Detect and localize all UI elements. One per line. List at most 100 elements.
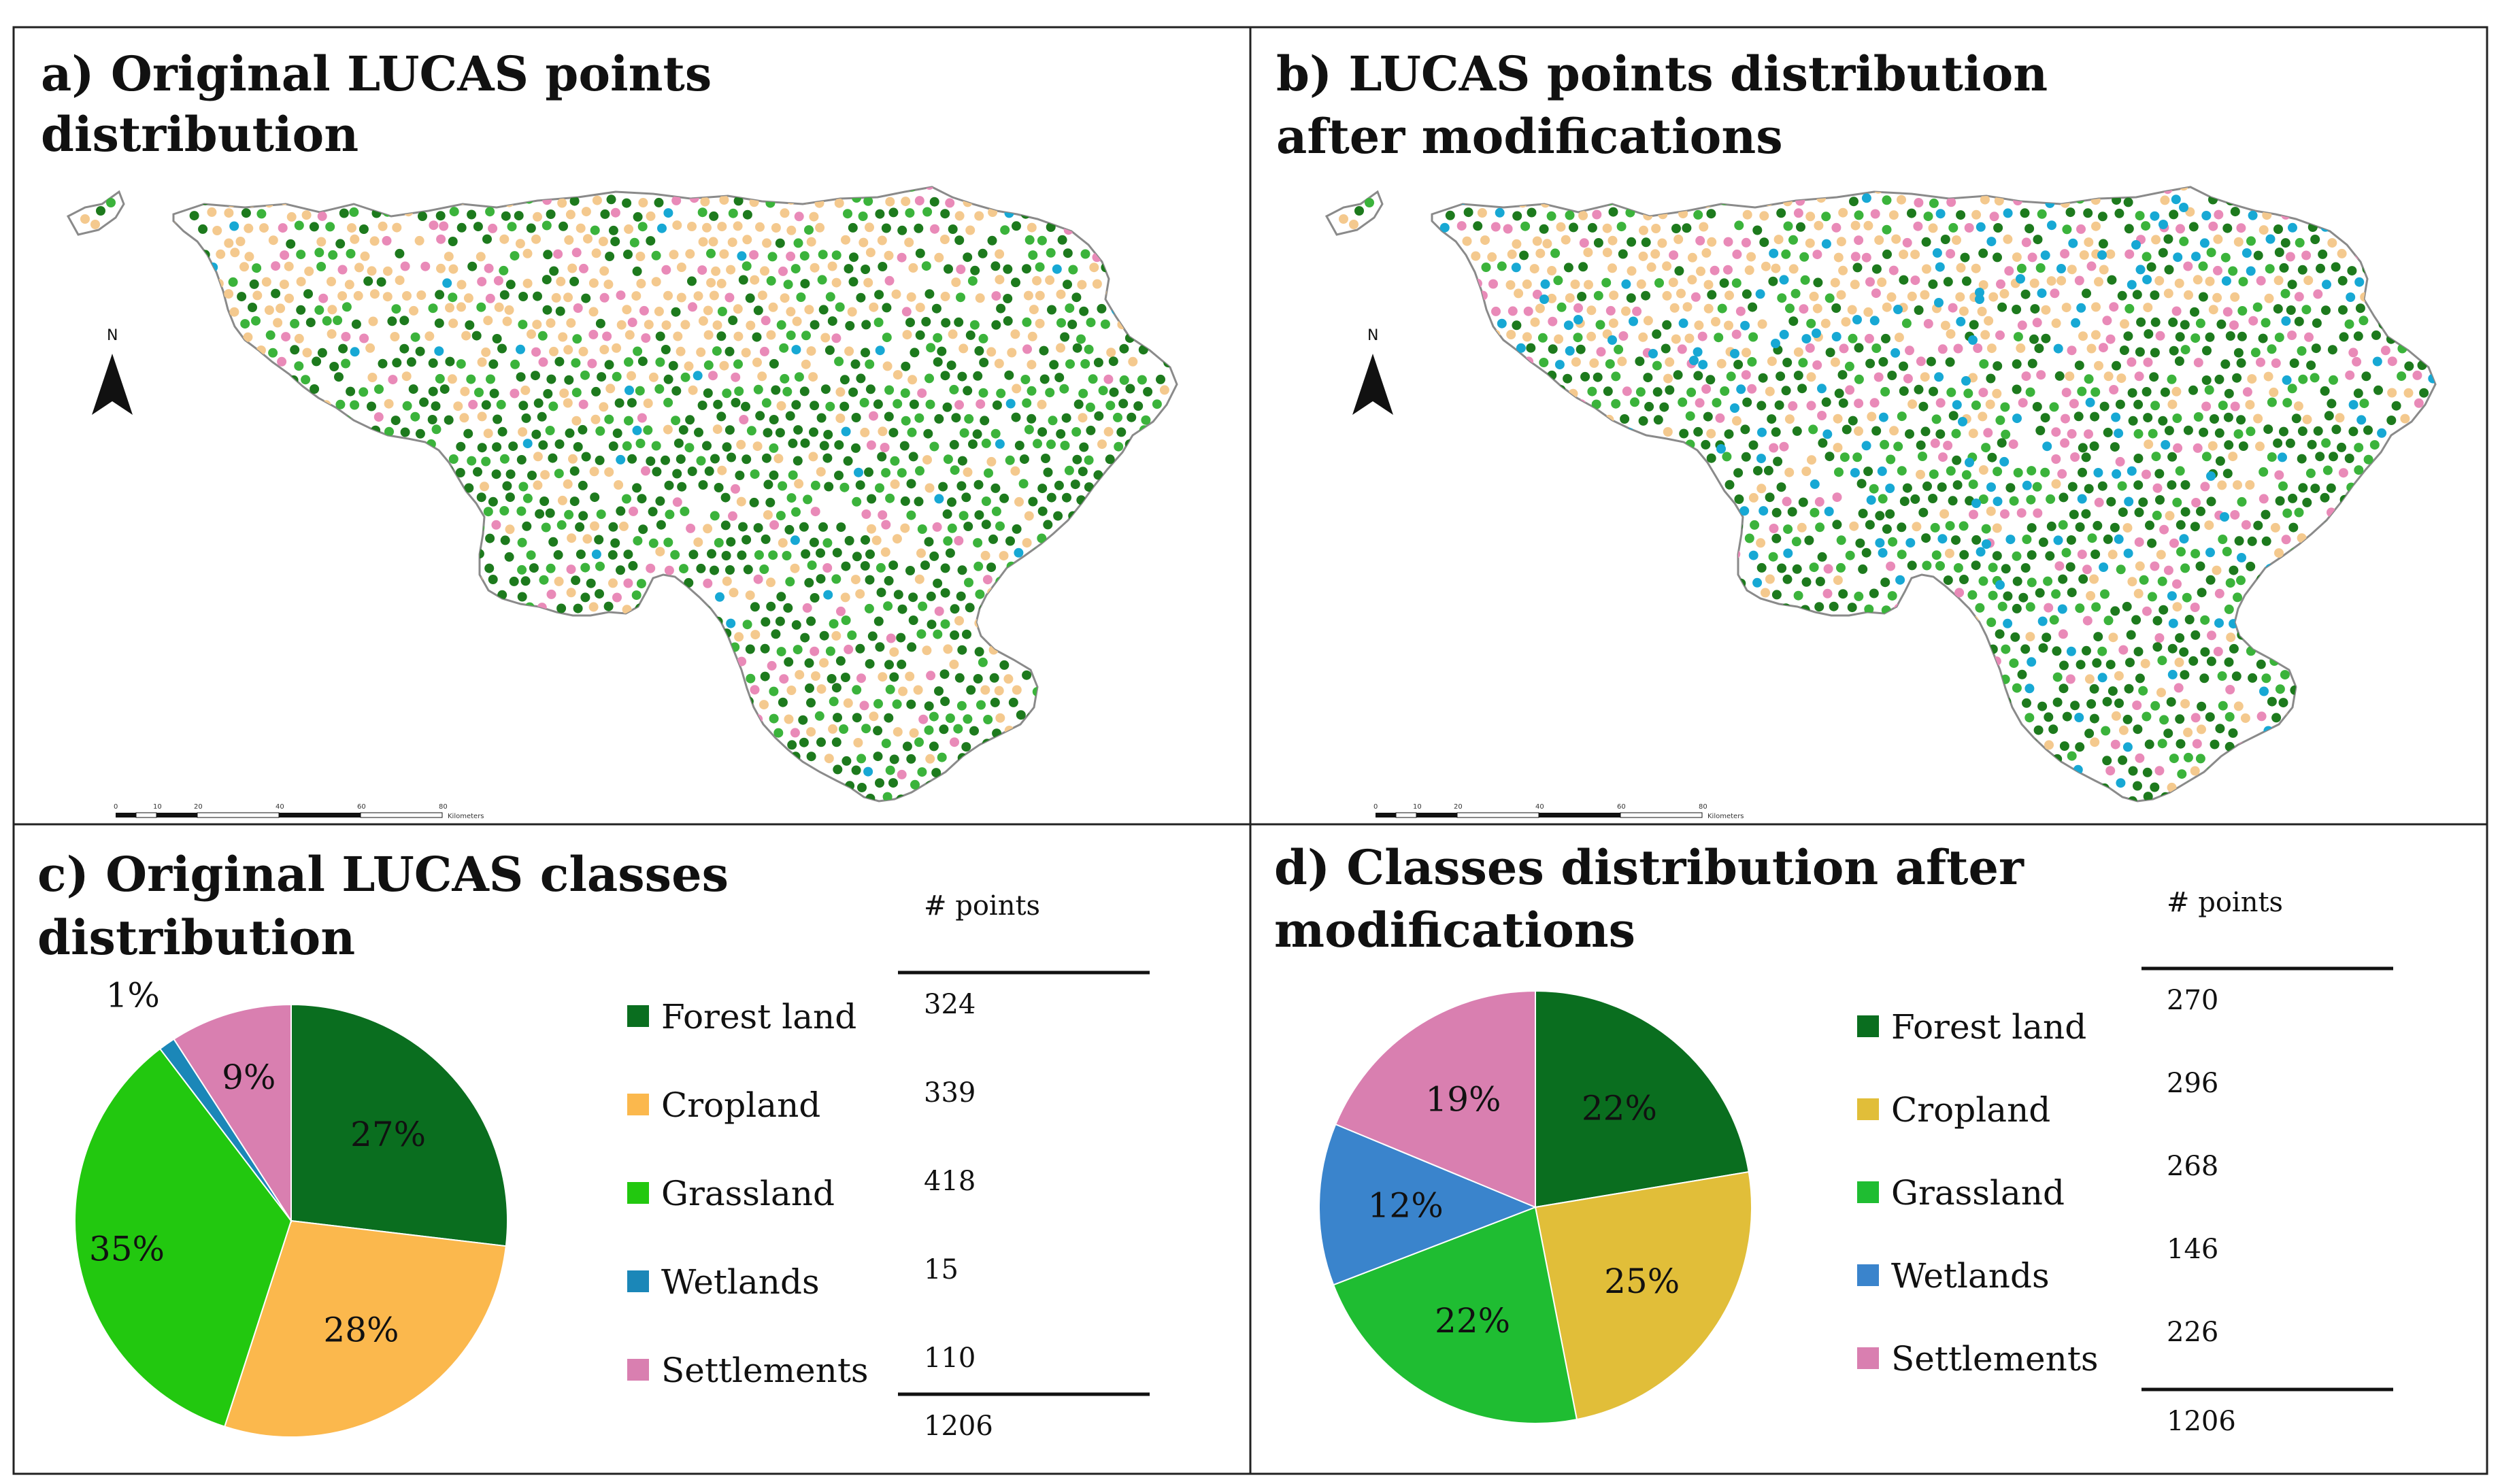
map-point [981, 496, 991, 506]
map-point [549, 346, 559, 356]
map-point [2233, 429, 2244, 439]
map-point [822, 453, 833, 463]
map-point [2012, 359, 2022, 369]
map-point [569, 496, 580, 507]
map-point [858, 212, 868, 221]
map-point [328, 250, 338, 260]
map-point [2141, 387, 2152, 397]
map-point [787, 740, 797, 750]
map-point [2105, 334, 2116, 344]
map-point [2038, 643, 2048, 653]
map-point [716, 331, 727, 341]
map-point [2141, 252, 2152, 262]
map-point [996, 388, 1006, 399]
map-point [1928, 223, 1938, 233]
map-point [851, 413, 861, 422]
map-point [1877, 466, 1887, 476]
map-point [1798, 497, 1808, 507]
map-point [1068, 265, 1078, 275]
map-point [1822, 429, 1833, 439]
map-point [1141, 415, 1151, 425]
map-point [631, 590, 641, 601]
map-point [2134, 537, 2144, 547]
map-point [1741, 452, 1751, 462]
map-point [1607, 235, 1618, 246]
map-point [2108, 633, 2118, 643]
map-point [1946, 387, 1956, 397]
map-point [1831, 222, 1841, 233]
map-point [1832, 520, 1842, 530]
map-point [1818, 438, 1828, 448]
map-point [557, 495, 567, 505]
map-point [2310, 484, 2320, 494]
map-point [2112, 360, 2121, 371]
map-point [1593, 290, 1603, 301]
map-point [753, 384, 763, 394]
map-point [2246, 561, 2256, 571]
map-point [2156, 688, 2166, 698]
map-point [2369, 440, 2380, 450]
map-point [2215, 724, 2225, 734]
map-point [1057, 235, 1067, 245]
map-point [1918, 452, 1927, 461]
map-point [434, 346, 444, 356]
map-point [1988, 590, 1998, 601]
map-point [733, 331, 744, 341]
map-point [947, 523, 957, 533]
map-point [1807, 455, 1816, 465]
map-point [2230, 401, 2240, 411]
map-point [2146, 262, 2156, 272]
map-point [383, 266, 393, 276]
map-point [945, 713, 955, 723]
map-point [702, 441, 712, 451]
map-point [1569, 222, 1578, 233]
map-point [890, 456, 900, 466]
map-point [2041, 633, 2052, 643]
map-point [1065, 359, 1075, 369]
map-point [1805, 212, 1816, 222]
map-point [485, 293, 495, 303]
map-point [654, 384, 665, 394]
map-point [1027, 386, 1037, 396]
map-point [2150, 317, 2161, 327]
map-point [1041, 454, 1050, 463]
map-point [2216, 319, 2227, 329]
map-point [1931, 414, 1941, 424]
map-point [1969, 320, 1979, 330]
map-point [1759, 211, 1769, 221]
map-point [1005, 455, 1015, 465]
map-point [876, 562, 886, 573]
map-point [916, 548, 926, 558]
map-point [2133, 480, 2144, 490]
map-point [2090, 330, 2101, 340]
map-point [1907, 291, 1917, 301]
map-point [2285, 252, 2295, 262]
map-point [2180, 320, 2190, 330]
map-point [1506, 330, 1516, 339]
map-point [2110, 739, 2120, 749]
map-point [2329, 452, 2338, 462]
map-point [900, 523, 910, 533]
map-point [1946, 329, 1956, 339]
map-point [2132, 701, 2142, 710]
map-point [2191, 498, 2201, 507]
panel-b-title-line2: after modifications [1276, 108, 1783, 165]
map-point [825, 401, 835, 411]
map-point [2337, 442, 2346, 452]
map-point [1693, 347, 1703, 357]
map-point [624, 224, 634, 234]
map-point [2089, 713, 2099, 724]
map-point [1733, 360, 1744, 369]
map-point [1962, 276, 1971, 286]
map-point [492, 334, 502, 343]
map-point [2150, 701, 2161, 711]
map-point [367, 373, 378, 382]
map-point [901, 361, 911, 371]
map-point [867, 524, 876, 534]
map-point [314, 248, 324, 258]
map-point [1020, 375, 1031, 384]
map-point [715, 592, 724, 602]
map-point [2089, 684, 2099, 694]
map-point [1550, 248, 1561, 258]
map-point [2103, 534, 2113, 544]
